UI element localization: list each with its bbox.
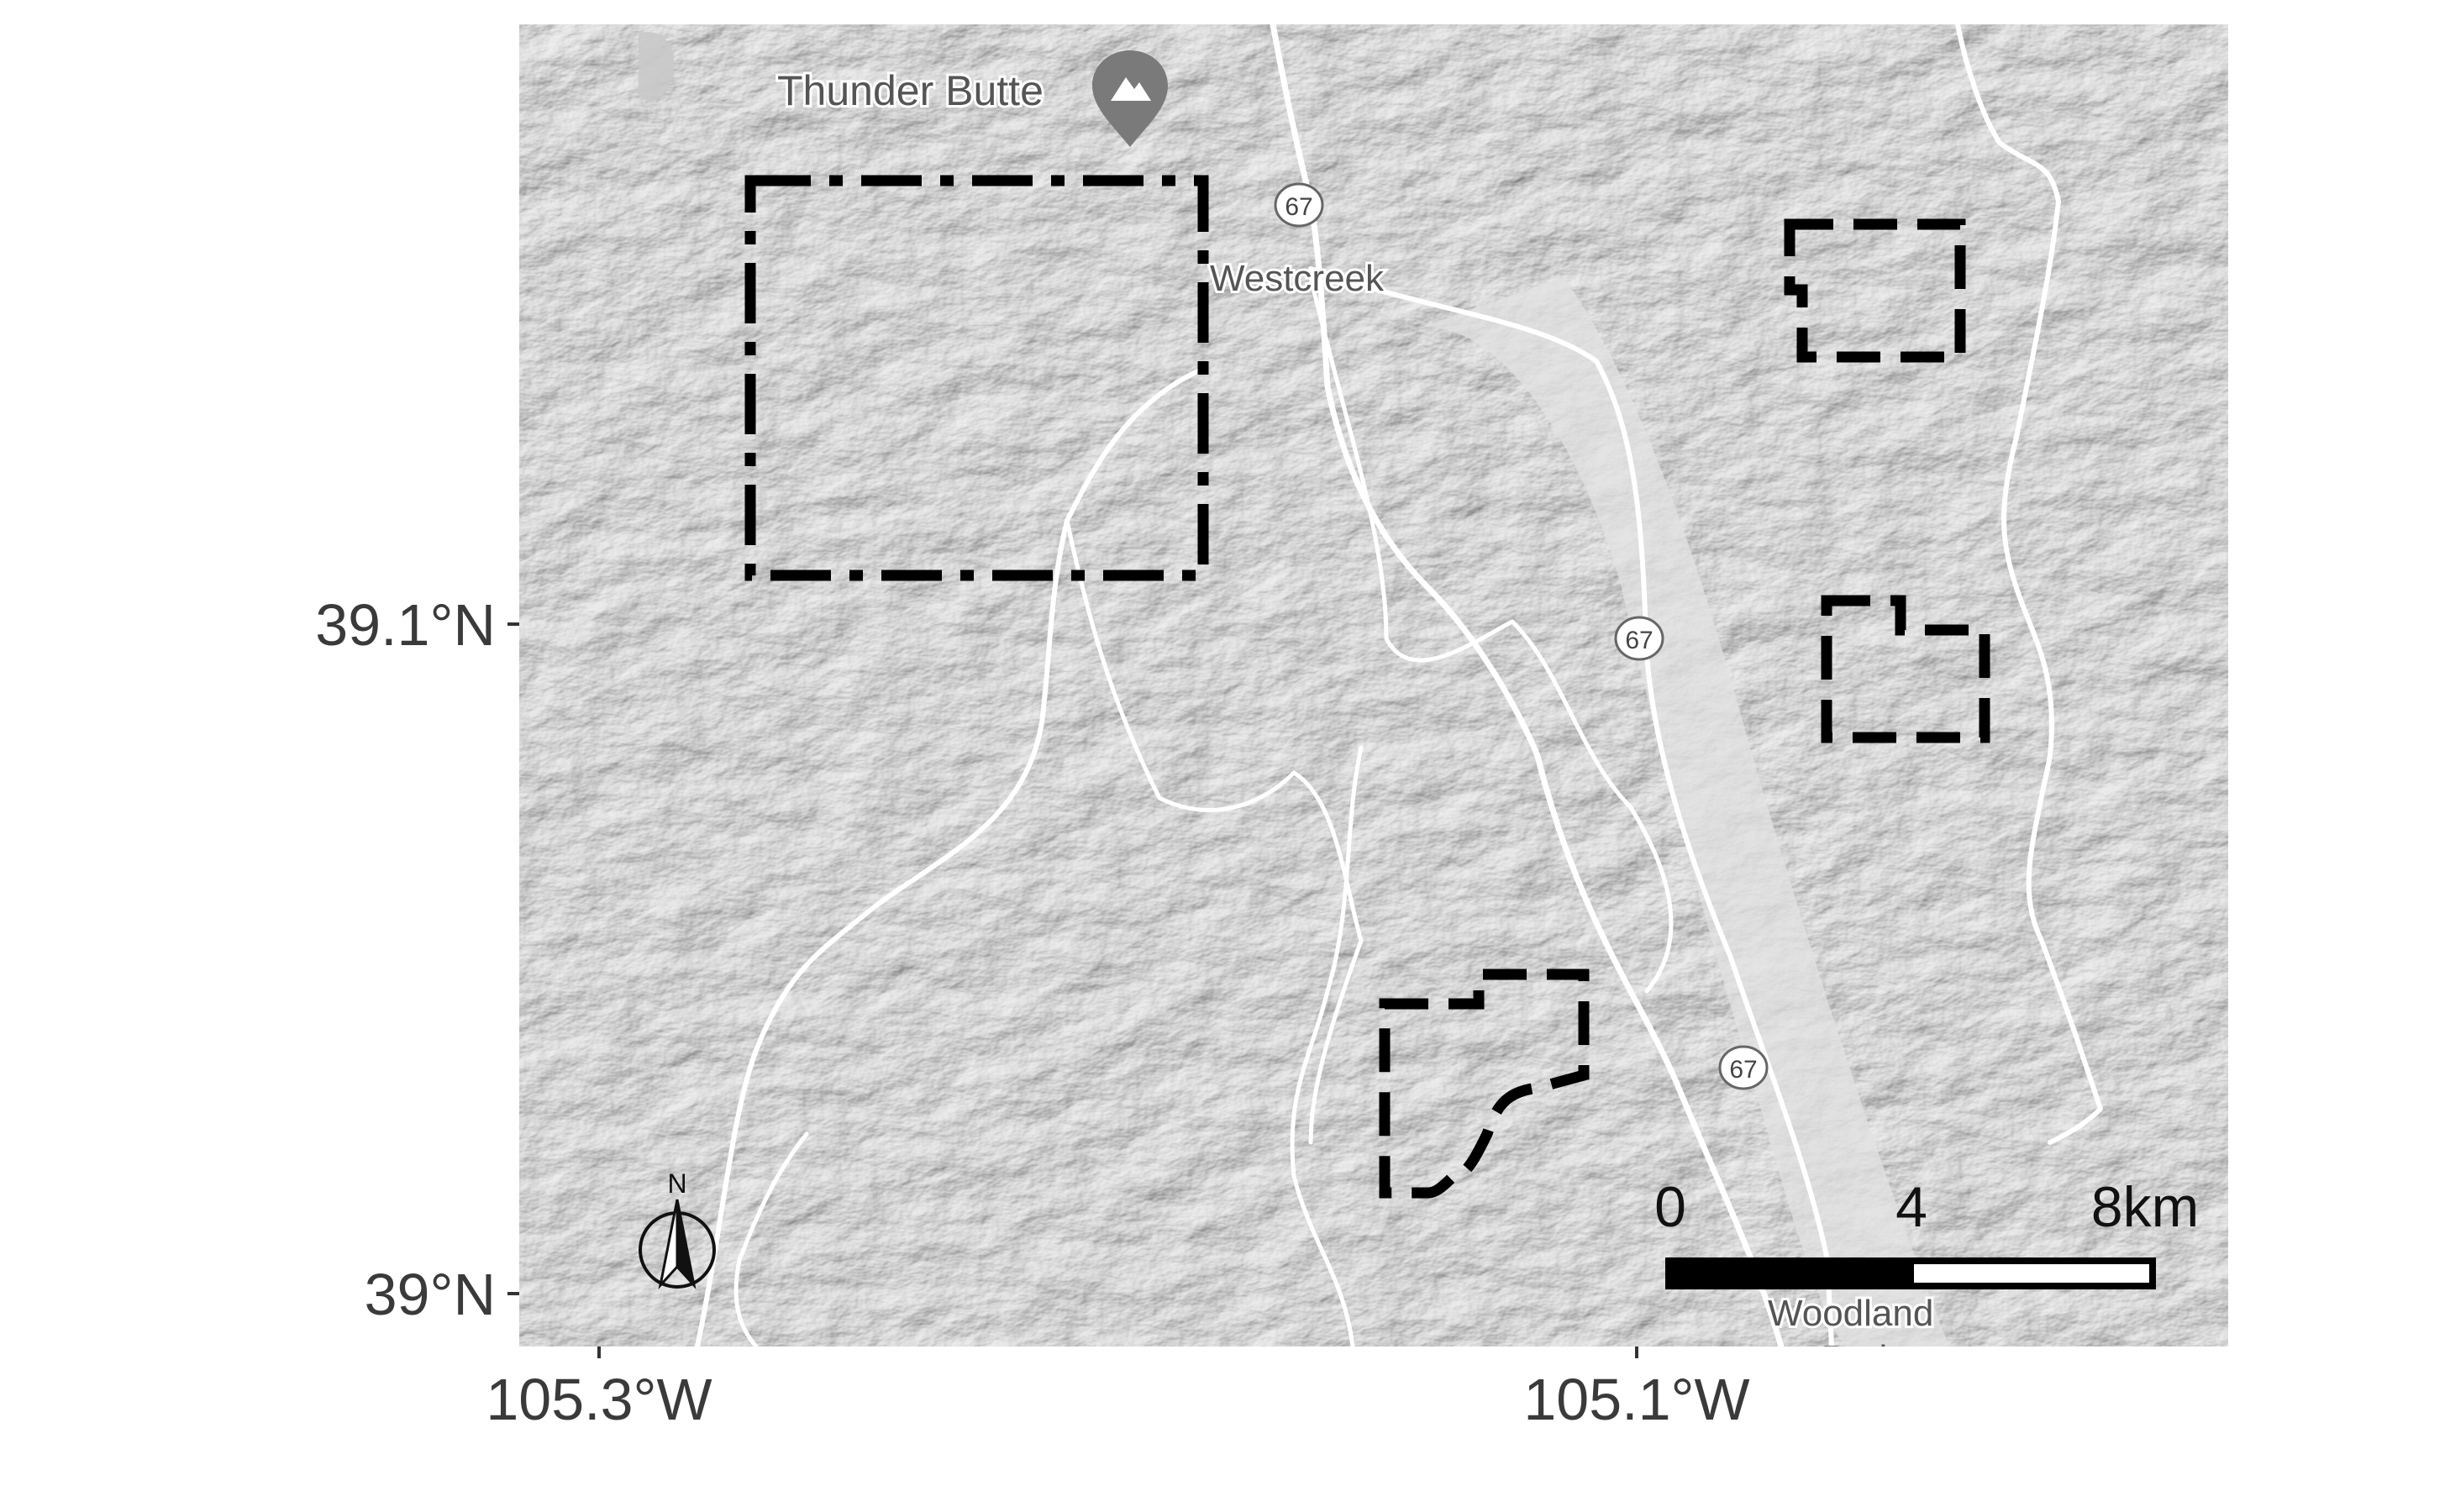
mountain-peak-icon xyxy=(1092,50,1168,147)
study-area-dash-dot xyxy=(744,175,1209,581)
scale-label-8km: 8km xyxy=(2091,1175,2199,1239)
study-area-south xyxy=(1379,969,1590,1199)
highway-shield-label: 67 xyxy=(1729,1056,1757,1084)
study-area-ne xyxy=(1784,218,1966,363)
place-label-westcreek: Westcreek xyxy=(1210,258,1385,299)
north-arrow-icon: N xyxy=(639,1168,716,1289)
place-label-woodland-park-fragment: Park xyxy=(1822,1338,1898,1379)
highway-shield-2: 67 xyxy=(1614,616,1664,661)
loop-road xyxy=(1065,518,1364,1145)
study-areas xyxy=(744,175,1990,1199)
place-label-thunder-butte: Thunder Butte xyxy=(777,67,1044,114)
north-arrow-label: N xyxy=(667,1168,686,1199)
scale-label-4: 4 xyxy=(1895,1175,1927,1239)
x-axis: 105.3°W 105.1°W xyxy=(486,1347,1750,1432)
reservoir xyxy=(639,32,675,102)
far-south-road xyxy=(733,1131,809,1347)
terrain-relief xyxy=(519,24,2228,1347)
scale-label-0: 0 xyxy=(1654,1175,1686,1239)
study-area-east xyxy=(1821,595,1990,743)
ridge-road xyxy=(1308,275,1674,994)
y-tick-label: 39°N xyxy=(365,1262,496,1327)
x-tick-label: 105.1°W xyxy=(1523,1367,1749,1432)
y-tick-label: 39.1°N xyxy=(315,592,496,658)
valley-floor xyxy=(1420,277,1949,1347)
highway-shield-label: 67 xyxy=(1625,627,1653,654)
east-road xyxy=(1955,24,2103,1145)
west-road xyxy=(695,367,1204,1347)
highway-shield-3: 67 xyxy=(1718,1045,1769,1090)
highway-shield-1: 67 xyxy=(1274,182,1324,228)
place-label-woodland: Woodland xyxy=(1768,1293,1933,1334)
south-road xyxy=(1290,745,1364,1347)
x-tick-label: 105.3°W xyxy=(486,1367,712,1432)
scale-bar: 0 4 8km xyxy=(1654,1175,2199,1289)
highway-shield-label: 67 xyxy=(1285,193,1312,221)
y-axis: 39.1°N 39°N xyxy=(315,592,519,1327)
map-panel[interactable]: 67 67 67 Thunder Butte Westcreek Woodlan… xyxy=(519,24,2228,1379)
